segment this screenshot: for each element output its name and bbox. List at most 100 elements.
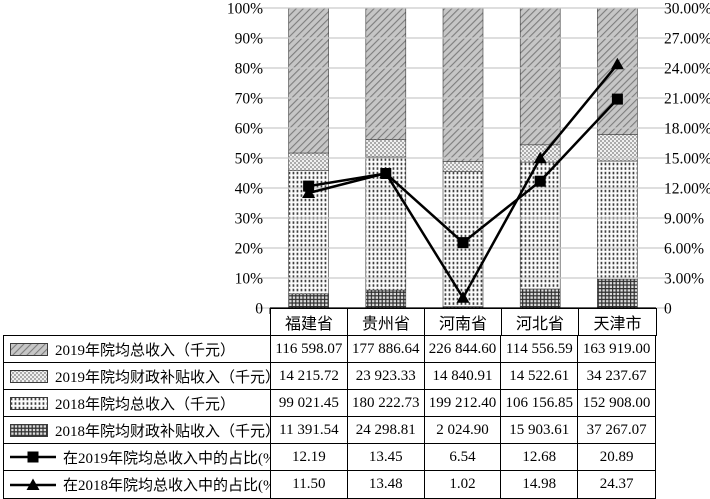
value-cell: 116 598.07 <box>271 336 348 363</box>
value-cell: 12.68 <box>501 444 579 471</box>
value-cell: 2 024.90 <box>424 417 502 444</box>
legend-diagonal-hatch-icon <box>10 342 48 356</box>
value-cell: 34 237.67 <box>578 363 655 390</box>
triangle-marker-icon <box>610 57 624 70</box>
left-axis-tick-label: 90% <box>235 31 264 48</box>
left-axis-tick-label: 0 <box>255 301 263 318</box>
value-cell: 12.19 <box>271 444 348 471</box>
legend-label-cell: 2018年院均财政补贴收入（千元） <box>4 417 271 444</box>
left-axis-tick-label: 80% <box>235 61 264 78</box>
right-axis-tick-label: 24.00% <box>664 61 710 78</box>
triangle-marker-icon <box>302 186 316 198</box>
value-cell: 152 908.00 <box>578 390 655 417</box>
right-axis-tick-label: 30.00% <box>664 1 710 18</box>
series-name: 在2018年院均总收入中的占比(%) <box>63 478 271 494</box>
value-cell: 163 919.00 <box>578 336 655 363</box>
right-axis-tick-label: 6.00% <box>664 241 704 258</box>
bar-segment-dense-grid <box>519 288 561 309</box>
right-axis-tick-label: 15.00% <box>664 151 710 168</box>
left-axis-tick-label: 40% <box>235 181 264 198</box>
value-cell: 199 212.40 <box>424 390 502 417</box>
bar-segment-dot-grid <box>597 160 638 280</box>
bar-segment-dot-grid <box>365 156 407 291</box>
value-cell: 99 021.45 <box>271 390 348 417</box>
square-marker-icon <box>611 93 623 105</box>
left-axis-tick-label: 70% <box>235 91 264 108</box>
province-header-cell: 天津市 <box>593 316 642 333</box>
value-cell: 14.98 <box>501 471 579 498</box>
value-cell: 13.45 <box>347 444 425 471</box>
province-header-cell: 福建省 <box>271 309 348 335</box>
left-axis-tick-label: 60% <box>235 121 264 138</box>
left-axis-tick-labels: 100% 90% 80% 70% 60% 50% 40% 30% 20% 10% 0 <box>227 1 263 318</box>
bar-segment-dense-grid <box>597 278 638 309</box>
legend-line-triangle-icon <box>10 478 56 490</box>
bar-segment-diagonal-hatch <box>365 7 407 140</box>
left-axis-tick-label: 10% <box>235 271 264 288</box>
square-marker-icon <box>534 175 546 187</box>
value-cell: 20.89 <box>578 444 655 471</box>
series-name: 在2019年院均总收入中的占比(%) <box>63 450 271 467</box>
triangle-marker-icon <box>456 291 470 303</box>
line-series-group <box>302 57 624 303</box>
value-cell: 226 844.60 <box>424 336 502 363</box>
right-axis-tick-label: 0 <box>664 301 672 318</box>
triangle-marker-icon <box>379 166 393 179</box>
series-name: 2018年院均财政补贴收入（千元） <box>55 423 271 440</box>
data-table: 2019年院均总收入（千元） 116 598.07 177 886.64 226 84… <box>3 335 656 499</box>
bar-segment-diagonal-hatch <box>519 7 561 146</box>
bar-segment-diamond-mesh <box>288 152 329 172</box>
bar-series-group <box>288 7 638 309</box>
left-axis-tick-label: 100% <box>227 1 263 18</box>
legend-label-cell: 2018年院均总收入（千元） <box>4 390 271 417</box>
legend-dense-grid-icon <box>10 423 48 437</box>
value-cell: 180 222.73 <box>347 390 425 417</box>
value-cell: 177 886.64 <box>347 336 425 363</box>
stacked-bar-line-chart: 100% 90% 80% 70% 60% 50% 40% 30% 20% 10% 0 30.00% 2… <box>227 1 710 318</box>
province-header-row: 福建省 贵州省 河南省 河北省 天津市 <box>270 308 657 336</box>
right-axis-tick-label: 3.00% <box>664 271 704 288</box>
legend-diamond-mesh-icon <box>10 369 48 383</box>
province-header-cell: 河南省 <box>425 309 502 335</box>
value-cell: 14 522.61 <box>501 363 579 390</box>
bar-segment-diagonal-hatch <box>288 7 329 154</box>
value-cell: 6.54 <box>424 444 502 471</box>
left-axis-tick-label: 50% <box>235 151 264 168</box>
value-cell: 11.50 <box>271 471 348 498</box>
value-cell: 37 267.07 <box>578 417 655 444</box>
legend-label-cell: 在2019年院均总收入中的占比(%) <box>4 444 271 471</box>
right-axis-tick-label: 21.00% <box>664 91 710 108</box>
value-cell: 106 156.85 <box>501 390 579 417</box>
right-axis-tick-label: 9.00% <box>664 211 704 228</box>
value-cell: 15 903.61 <box>501 417 579 444</box>
value-cell: 114 556.59 <box>501 336 579 363</box>
right-axis-tick-label: 27.00% <box>664 31 710 48</box>
value-cell: 13.48 <box>348 471 425 498</box>
legend-label-cell: 2019年院均总收入（千元） <box>4 336 271 363</box>
bar-segment-diamond-mesh <box>597 134 638 162</box>
bar-segment-diagonal-hatch <box>442 7 484 162</box>
right-axis-tick-labels: 30.00% 27.00% 24.00% 21.00% 18.00% 15.00% 12.0… <box>664 1 710 318</box>
left-axis-tick-label: 30% <box>235 211 264 228</box>
series-name: 2018年院均总收入（千元） <box>55 396 236 413</box>
province-header-cell: 贵州省 <box>348 309 425 335</box>
value-cell: 23 923.33 <box>347 363 425 390</box>
bar-segment-diamond-mesh <box>365 139 407 158</box>
legend-label-cell: 在2018年院均总收入中的占比(%) <box>4 471 271 498</box>
value-cell: 1.02 <box>425 471 502 498</box>
right-axis-tick-label: 18.00% <box>664 121 710 138</box>
triangle-marker-icon <box>533 151 547 164</box>
value-cell: 24 298.81 <box>347 417 425 444</box>
value-cell: 11 391.54 <box>271 417 348 444</box>
right-axis-tick-label: 12.00% <box>664 181 710 198</box>
value-cell: 14 840.91 <box>424 363 502 390</box>
legend-dot-grid-icon <box>10 396 48 410</box>
legend-line-square-icon <box>10 451 56 463</box>
square-marker-icon <box>303 180 315 192</box>
left-axis-tick-label: 20% <box>235 241 264 258</box>
province-header-cell: 河北省 <box>502 309 579 335</box>
bar-segment-dense-grid <box>288 293 329 309</box>
legend-label-cell: 2019年院均财政补贴收入（千元） <box>4 363 271 390</box>
value-cell: 24.37 <box>599 476 634 492</box>
